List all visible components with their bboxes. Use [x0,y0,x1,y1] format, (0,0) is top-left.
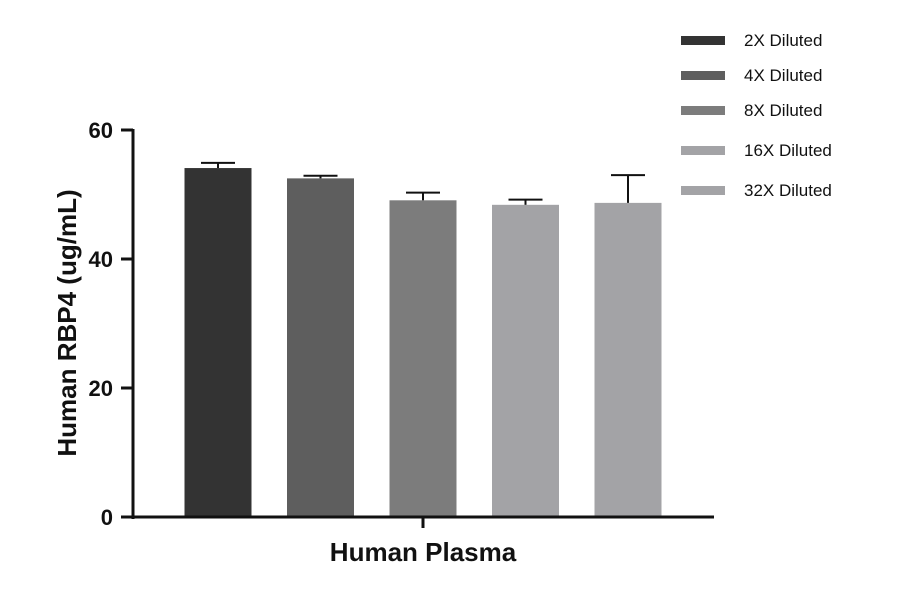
y-tick-label-2: 40 [89,247,113,272]
legend-swatch-4 [681,146,725,155]
y-axis-title: Human RBP4 (ug/mL) [52,189,82,456]
bar-4 [492,204,559,517]
y-tick-label-1: 20 [89,376,113,401]
legend-label-5: 32X Diluted [744,181,832,200]
legend: 2X Diluted 4X Diluted 8X Diluted 16X Dilute… [681,31,832,200]
legend-swatch-2 [681,71,725,80]
bar-1 [184,168,252,517]
y-tick-label-0: 0 [101,505,113,530]
legend-swatch-5 [681,186,725,195]
error-bars-group [201,161,645,205]
x-axis-title: Human Plasma [330,537,517,567]
legend-label-4: 16X Diluted [744,141,832,160]
bar-2 [287,178,354,517]
legend-swatch-3 [681,106,725,115]
bar-3 [389,200,457,517]
legend-swatch-1 [681,36,725,45]
legend-label-3: 8X Diluted [744,101,822,120]
legend-label-1: 2X Diluted [744,31,822,50]
y-ticks-group: 0 20 40 60 [89,118,133,530]
y-tick-label-3: 60 [89,118,113,143]
bar-5 [594,202,662,517]
bars-group [184,168,662,517]
legend-label-2: 4X Diluted [744,66,822,85]
